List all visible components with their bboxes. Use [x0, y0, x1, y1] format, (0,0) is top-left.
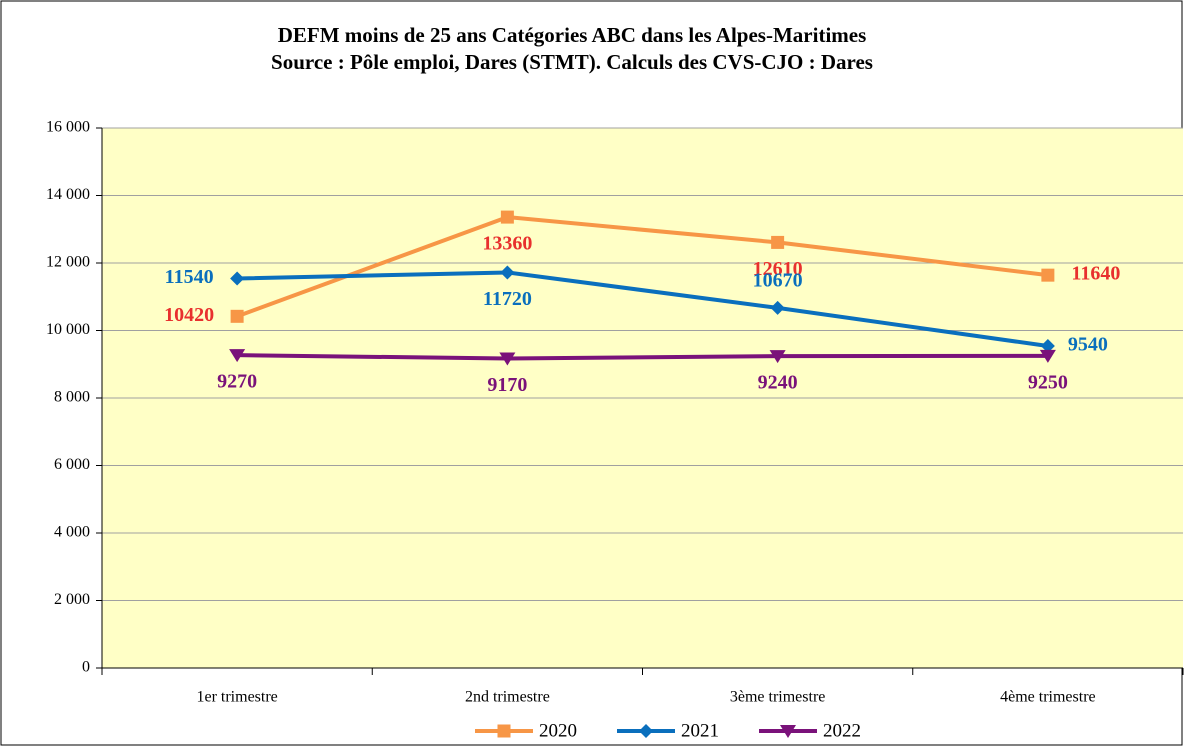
data-point [500, 210, 514, 224]
data-label: 11640 [1071, 263, 1120, 285]
data-label: 11540 [165, 266, 214, 288]
x-tick-label: 4ème trimestre [1000, 689, 1096, 706]
data-point [1041, 268, 1055, 282]
y-tick-label: 16 000 [46, 119, 90, 136]
y-tick-label: 12 000 [46, 254, 90, 271]
chart-title: DEFM moins de 25 ans Catégories ABC dans… [278, 23, 867, 47]
data-label: 9270 [217, 371, 257, 393]
y-tick-label: 0 [82, 659, 90, 676]
legend-label: 2021 [681, 720, 719, 741]
y-tick-label: 6 000 [54, 456, 90, 473]
x-tick-label: 3ème trimestre [730, 689, 826, 706]
y-tick-label: 4 000 [54, 524, 90, 541]
y-tick-label: 10 000 [46, 321, 90, 338]
data-point [1039, 349, 1056, 363]
data-point [230, 309, 244, 323]
data-label: 9250 [1028, 371, 1068, 393]
data-label: 9170 [487, 374, 527, 396]
data-label: 10420 [164, 304, 214, 326]
chart-subtitle: Source : Pôle emploi, Dares (STMT). Calc… [271, 50, 873, 74]
data-point [769, 350, 786, 364]
legend-label: 2020 [539, 720, 577, 741]
data-point [1040, 339, 1055, 354]
data-point [771, 235, 785, 249]
data-point [500, 265, 515, 280]
series-line [237, 270, 1049, 349]
data-point [230, 271, 245, 286]
data-label: 9540 [1068, 334, 1108, 356]
legend-label: 2022 [823, 720, 861, 741]
y-tick-label: 14 000 [46, 186, 90, 203]
data-label: 12610 [753, 258, 803, 280]
legend-marker [780, 725, 796, 738]
data-label: 13360 [482, 233, 532, 255]
data-point [499, 352, 516, 366]
x-tick-label: 1er trimestre [196, 689, 277, 706]
series-line [236, 215, 1049, 319]
x-tick-label: 2nd trimestre [465, 689, 550, 706]
data-point [770, 300, 785, 315]
series-line [237, 353, 1048, 361]
data-label: 10670 [753, 269, 803, 291]
data-label: 9240 [758, 372, 798, 394]
data-point [229, 349, 246, 363]
legend-marker [497, 724, 511, 738]
data-label: 11720 [483, 288, 532, 310]
y-tick-label: 2 000 [54, 591, 90, 608]
legend-marker [639, 724, 653, 738]
y-tick-label: 8 000 [54, 389, 90, 406]
